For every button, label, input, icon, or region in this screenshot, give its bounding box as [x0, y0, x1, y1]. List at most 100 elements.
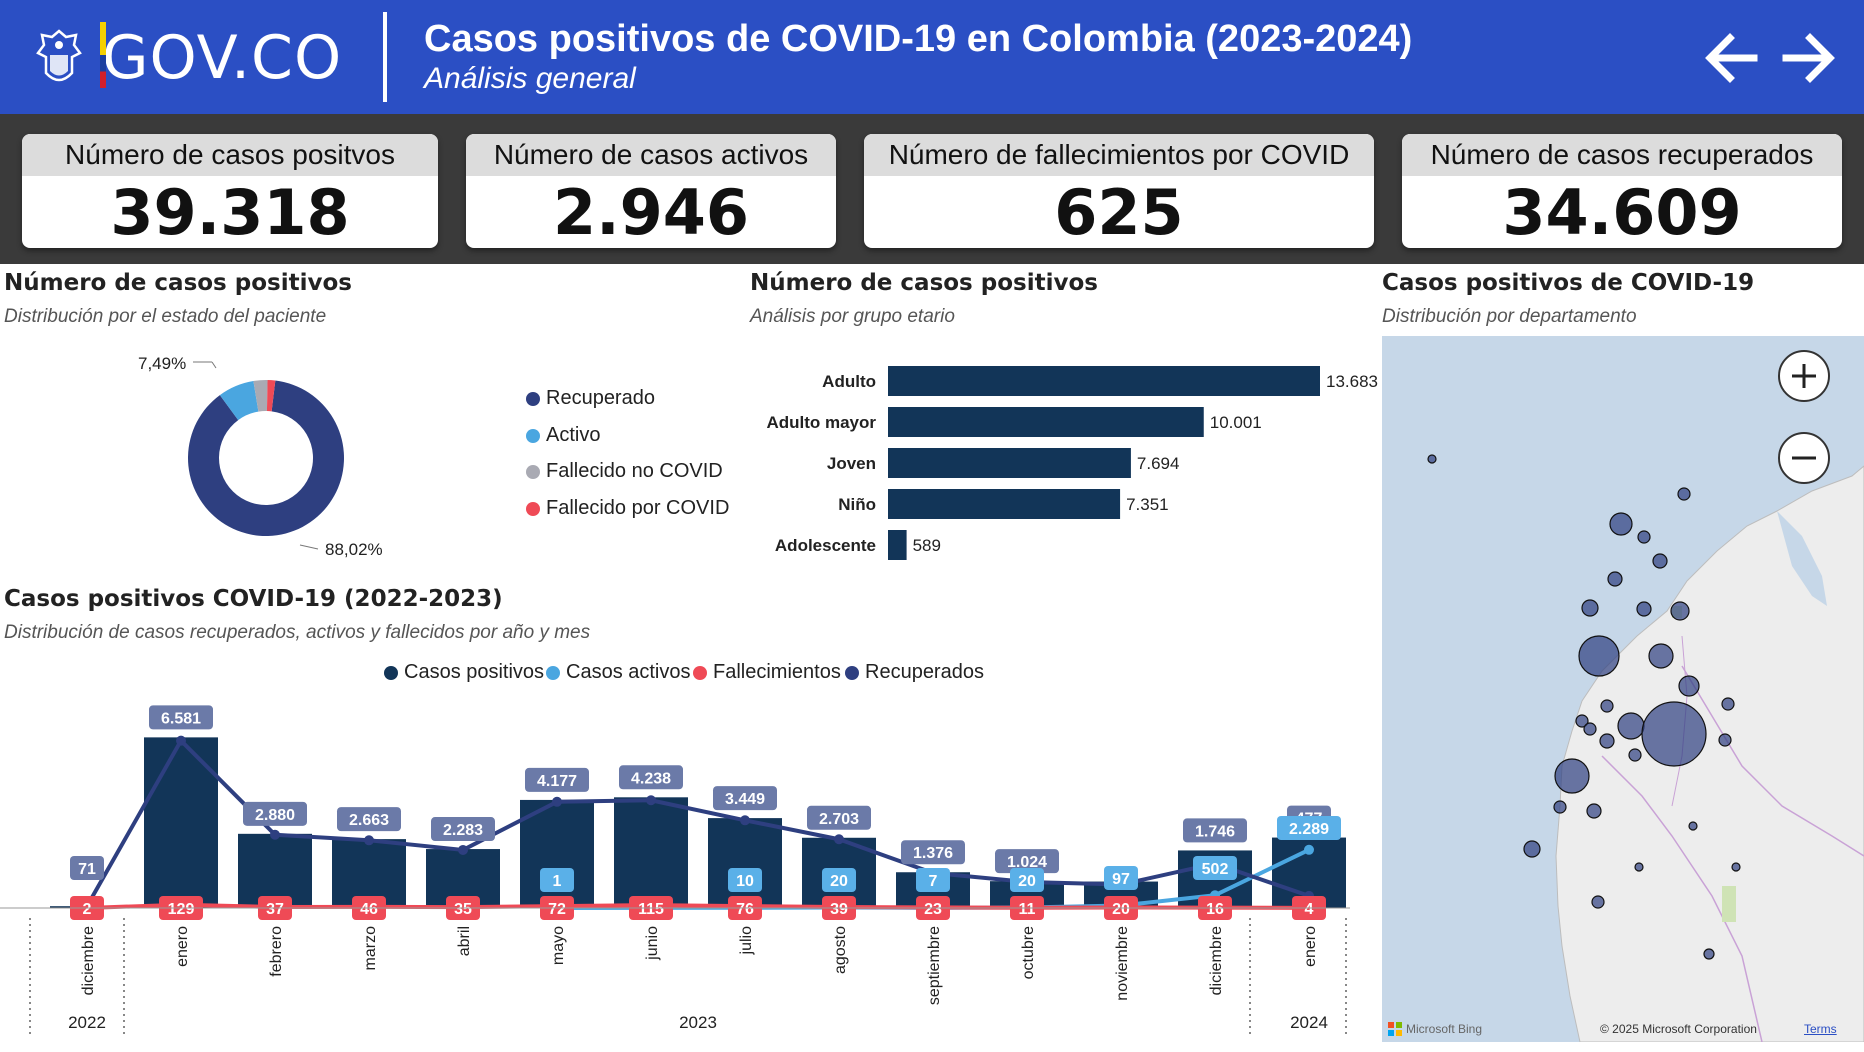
legend-label: Recuperado — [546, 387, 655, 409]
active-data-label-bg — [540, 868, 574, 892]
month-tick-label: enero — [174, 926, 191, 967]
legend-item-fallecido-no-covid[interactable]: Fallecido no COVID — [526, 460, 723, 483]
department-bubble[interactable] — [1652, 553, 1668, 569]
zoom-out-button[interactable] — [1778, 432, 1830, 484]
department-bubble[interactable] — [1678, 675, 1700, 697]
recovered-data-label: 71 — [78, 861, 96, 878]
department-bubble[interactable] — [1427, 454, 1437, 464]
plus-icon — [1792, 364, 1816, 388]
age-value-label: 589 — [913, 536, 941, 555]
donut-chart[interactable]: 7,49% 88,02% — [0, 336, 740, 566]
department-bubble[interactable] — [1703, 948, 1715, 960]
department-bubble[interactable] — [1636, 601, 1652, 617]
department-bubble[interactable] — [1591, 895, 1605, 909]
department-bubble[interactable] — [1677, 487, 1691, 501]
donut-label-recovered: 88,02% — [325, 540, 383, 559]
age-value-label: 7.694 — [1137, 454, 1180, 473]
legend-label: Casos activos — [566, 661, 691, 683]
donut-slice[interactable] — [253, 380, 268, 412]
legend-item-casos-activos[interactable]: Casos activos — [546, 661, 691, 684]
age-category-label: Joven — [827, 454, 876, 473]
positive-cases-bar[interactable] — [614, 797, 688, 908]
department-bubble[interactable] — [1581, 599, 1599, 617]
legend-label: Recuperados — [865, 661, 984, 683]
department-bubble[interactable] — [1721, 697, 1735, 711]
legend-item-fallecimientos[interactable]: Fallecimientos — [693, 661, 841, 684]
month-tick-label: diciembre — [1208, 926, 1225, 995]
department-bubble[interactable] — [1688, 821, 1698, 831]
donut-slice[interactable] — [188, 380, 345, 536]
recovered-line-point[interactable] — [176, 735, 186, 746]
department-bubble[interactable] — [1609, 512, 1633, 536]
recovered-line-point[interactable] — [834, 834, 844, 845]
department-bubble[interactable] — [1641, 701, 1707, 767]
age-bar[interactable] — [888, 448, 1131, 478]
department-bubble[interactable] — [1554, 758, 1590, 794]
age-bar[interactable] — [888, 366, 1320, 396]
kpi-card-positive: Número de casos positvos 39.318 — [22, 134, 438, 248]
active-data-label: 1 — [553, 873, 562, 890]
deaths-data-label: 4 — [1305, 901, 1314, 918]
month-tick-label: abril — [456, 926, 473, 956]
department-bubble[interactable] — [1553, 800, 1567, 814]
department-bubble[interactable] — [1599, 733, 1615, 749]
department-bubble[interactable] — [1718, 733, 1732, 747]
donut-slice[interactable] — [219, 381, 259, 421]
legend-item-activo[interactable]: Activo — [526, 424, 600, 447]
active-data-label: 7 — [929, 873, 938, 890]
department-bubble[interactable] — [1634, 862, 1644, 872]
positive-cases-bar[interactable] — [144, 737, 218, 908]
active-cases-line-point[interactable] — [1304, 844, 1314, 855]
department-bubble[interactable] — [1523, 840, 1541, 858]
month-tick-label: mayo — [550, 926, 567, 965]
kpi-card-recovered: Número de casos recuperados 34.609 — [1402, 134, 1842, 248]
arrow-left-icon — [1705, 33, 1758, 83]
positive-cases-bar[interactable] — [238, 833, 312, 908]
recovered-data-label: 1.746 — [1195, 823, 1235, 840]
back-button[interactable] — [1702, 28, 1762, 88]
active-data-label-bg — [1277, 816, 1341, 840]
recovered-data-label-bg — [713, 786, 777, 811]
recovered-line-point[interactable] — [458, 844, 468, 855]
map-terms-link[interactable]: Terms — [1804, 1022, 1837, 1036]
recovered-line-point[interactable] — [646, 795, 656, 806]
department-bubble[interactable] — [1617, 712, 1645, 740]
deaths-data-label: 35 — [454, 901, 472, 918]
department-bubble-map[interactable]: Microsoft Bing © 2025 Microsoft Corporat… — [1382, 336, 1864, 1042]
age-bar[interactable] — [888, 489, 1121, 519]
department-bubble[interactable] — [1578, 635, 1620, 677]
legend-item-recuperados[interactable]: Recuperados — [845, 661, 984, 684]
month-tick-label: febrero — [268, 926, 285, 977]
department-bubble[interactable] — [1586, 803, 1602, 819]
department-bubble[interactable] — [1607, 571, 1623, 587]
department-bubble[interactable] — [1670, 601, 1690, 621]
zoom-in-button[interactable] — [1778, 350, 1830, 402]
department-bubble[interactable] — [1731, 862, 1741, 872]
department-bubble[interactable] — [1583, 722, 1597, 736]
age-value-label: 13.683 — [1326, 372, 1378, 391]
department-bubble[interactable] — [1637, 530, 1651, 544]
donut-slice[interactable] — [266, 380, 276, 412]
recovered-line-point[interactable] — [740, 815, 750, 826]
forward-button[interactable] — [1778, 28, 1838, 88]
recovered-line-point[interactable] — [552, 796, 562, 807]
age-bar-chart[interactable]: Adulto 13.683 Adulto mayor 10.001 Joven 7.694… — [740, 350, 1380, 570]
legend-item-fallecido-por-covid[interactable]: Fallecido por COVID — [526, 497, 729, 520]
legend-item-recuperado[interactable]: Recuperado — [526, 387, 655, 410]
legend-item-casos-positivos[interactable]: Casos positivos — [384, 661, 544, 684]
gov-logo[interactable]: GOV.CO — [30, 18, 342, 98]
recovered-line-point[interactable] — [270, 829, 280, 840]
department-bubble[interactable] — [1628, 748, 1642, 762]
department-bubble[interactable] — [1575, 714, 1589, 728]
recovered-data-label-bg — [1183, 818, 1247, 843]
recovered-line-point[interactable] — [364, 835, 374, 846]
department-bubble[interactable] — [1648, 643, 1674, 669]
age-bar[interactable] — [888, 530, 907, 560]
active-data-label-bg — [1104, 866, 1138, 890]
active-data-label: 20 — [1018, 873, 1036, 890]
department-bubble[interactable] — [1600, 699, 1614, 713]
age-category-label: Adulto — [822, 372, 876, 391]
age-bar[interactable] — [888, 407, 1204, 437]
positive-cases-bar[interactable] — [708, 818, 782, 908]
